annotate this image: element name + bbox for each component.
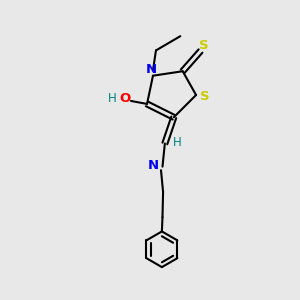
Text: S: S <box>200 90 210 103</box>
Text: N: N <box>146 63 157 76</box>
Text: O: O <box>119 92 131 105</box>
Text: S: S <box>199 39 208 52</box>
Text: H: H <box>108 92 117 105</box>
Text: H: H <box>173 136 182 149</box>
Text: N: N <box>147 159 158 172</box>
